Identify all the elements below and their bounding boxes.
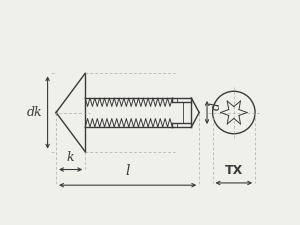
Text: l: l (125, 164, 130, 178)
Text: TX: TX (225, 164, 243, 177)
Text: k: k (67, 151, 74, 164)
Text: dk: dk (26, 106, 42, 119)
Text: d: d (209, 102, 222, 110)
